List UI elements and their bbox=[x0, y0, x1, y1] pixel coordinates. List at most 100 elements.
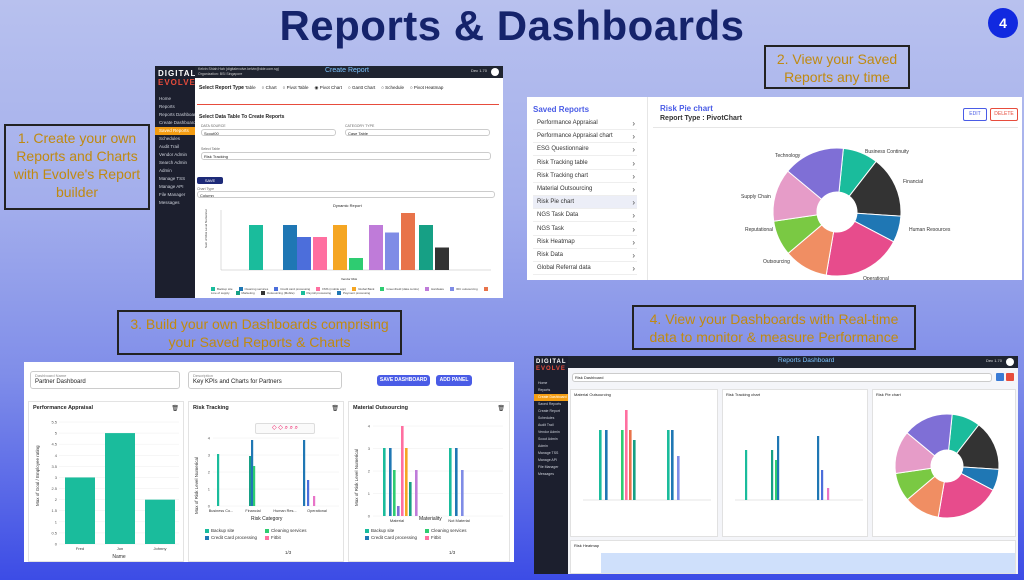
sidebar-item[interactable]: Messages bbox=[538, 472, 554, 476]
chart-type-select[interactable]: Column bbox=[197, 191, 495, 198]
trash-icon[interactable]: 🗑 bbox=[171, 406, 179, 412]
sidebar-item[interactable]: Create Dashboard bbox=[534, 394, 568, 401]
saved-report-item[interactable]: ESG Questionnaire › bbox=[533, 143, 637, 157]
sidebar-item[interactable]: Home bbox=[159, 96, 172, 101]
dashboard-select[interactable]: Risk Dashboard bbox=[572, 373, 992, 382]
performance-appraisal-chart: 5.5 5 4.5 4 3.5 3 2.5 2 1.5 1 0.5 0 Fred Jon Johnny Max… bbox=[35, 420, 179, 560]
trash-icon[interactable]: 🗑 bbox=[331, 406, 339, 412]
chevron-right-icon: › bbox=[632, 224, 635, 234]
bar bbox=[671, 430, 674, 500]
legend-item: Fitbit bbox=[425, 535, 441, 540]
sidebar-item[interactable]: Vendor Admin bbox=[159, 152, 188, 157]
saved-report-item[interactable]: Risk Tracking chart › bbox=[533, 170, 637, 183]
avatar[interactable] bbox=[1006, 358, 1014, 366]
sidebar-item[interactable]: Create Report bbox=[538, 409, 560, 413]
edit-button[interactable]: EDIT bbox=[963, 108, 987, 121]
saved-report-item[interactable]: Material Outsourcing › bbox=[533, 183, 637, 196]
sidebar-item[interactable]: Reports bbox=[159, 104, 175, 109]
sidebar-item[interactable]: Manage API bbox=[538, 458, 558, 462]
sidebar-item[interactable]: File Manager bbox=[159, 192, 186, 197]
pager[interactable]: 1/3 bbox=[449, 550, 456, 555]
saved-report-item[interactable]: Global Referral data › bbox=[533, 262, 637, 276]
chevron-right-icon: › bbox=[632, 237, 635, 247]
sidebar-item[interactable]: Schedules bbox=[159, 136, 181, 141]
add-panel-button[interactable]: ADD PANEL bbox=[436, 375, 472, 386]
sidebar-item[interactable]: Schedules bbox=[538, 416, 555, 420]
saved-reports-screenshot: Saved Reports Performance Appraisal › Perf… bbox=[527, 97, 1022, 280]
sidebar-item[interactable]: Home bbox=[538, 381, 548, 385]
bar bbox=[449, 448, 452, 516]
data-source-select[interactable]: Scout00 bbox=[201, 129, 336, 136]
callout-build-dashboards: 3. Build your own Dashboards comprising … bbox=[117, 310, 402, 355]
sidebar-item[interactable]: Messages bbox=[159, 200, 180, 205]
sidebar-item[interactable]: Manage TSS bbox=[159, 176, 186, 181]
sidebar-item[interactable]: Manage TSS bbox=[538, 451, 559, 455]
saved-report-item[interactable]: Risk Pie chart › bbox=[533, 196, 637, 210]
bar bbox=[419, 225, 433, 270]
bar bbox=[625, 410, 628, 500]
legend-item: IDC outsourcing bbox=[450, 287, 478, 292]
edit-icon[interactable] bbox=[996, 373, 1004, 381]
sidebar-item[interactable]: Audit Trail bbox=[538, 423, 554, 427]
report-type-radio[interactable]: ○ Chart bbox=[261, 85, 277, 90]
legend-label: Cleaning services bbox=[271, 528, 307, 533]
chevron-right-icon: › bbox=[632, 132, 635, 142]
bar bbox=[629, 430, 632, 500]
sidebar-item[interactable]: Audit Trail bbox=[159, 144, 180, 149]
sidebar-item[interactable]: Saved Reports bbox=[155, 127, 195, 135]
sidebar-item[interactable]: Create Dashboard bbox=[159, 120, 195, 125]
sidebar-item[interactable]: Admin bbox=[538, 444, 548, 448]
sidebar-item[interactable]: Reports Dashboard bbox=[159, 112, 195, 117]
sidebar-item[interactable]: Vendor Admin bbox=[538, 430, 560, 434]
sidebar-item[interactable]: Scout Admin bbox=[538, 437, 558, 441]
sidebar-item[interactable]: Manage API bbox=[159, 184, 184, 189]
bar bbox=[313, 496, 316, 506]
report-type-radio[interactable]: ○ Table bbox=[241, 85, 256, 90]
pie-label: Technology bbox=[775, 153, 801, 159]
callout-view-dashboards: 4. View your Dashboards with Real-time d… bbox=[632, 305, 916, 350]
report-type-radio[interactable]: ○ Pivot Heatmap bbox=[409, 85, 444, 90]
category-select[interactable]: Case Table bbox=[345, 129, 490, 136]
pager[interactable]: 1/3 bbox=[285, 550, 292, 555]
dashboard-name-field[interactable]: Dashboard Name Partner Dashboard bbox=[30, 371, 180, 389]
sidebar-item[interactable]: Admin bbox=[159, 168, 172, 173]
saved-report-label: Performance Appraisal bbox=[537, 120, 598, 126]
report-type-radio[interactable]: ○ Gantt Chart bbox=[347, 85, 376, 90]
save-report-button[interactable]: SAVE REPORT bbox=[197, 177, 223, 190]
chart-toolbar[interactable]: ◇ ◇ ⌕ ⌕ ⌕ bbox=[255, 423, 315, 434]
report-type-radio[interactable]: ◉ Pivot Chart bbox=[314, 85, 342, 90]
bar bbox=[307, 480, 310, 506]
y-tick-label: 4.5 bbox=[51, 442, 57, 447]
report-type-radio[interactable]: ○ Schedule bbox=[381, 85, 404, 90]
sidebar-item[interactable]: Saved Reports bbox=[538, 402, 562, 406]
description-field[interactable]: Description Key KPIs and Charts for Partn… bbox=[188, 371, 342, 389]
sidebar-item[interactable]: Reports bbox=[538, 388, 551, 392]
delete-button[interactable]: DELETE bbox=[990, 108, 1018, 121]
delete-icon[interactable] bbox=[1006, 373, 1014, 381]
pie-label: Supply Chain bbox=[741, 194, 771, 200]
page-header: Create Report bbox=[325, 67, 369, 74]
chevron-right-icon: › bbox=[632, 198, 635, 208]
report-type-radio[interactable]: ○ Pivot Table bbox=[282, 85, 309, 90]
chevron-right-icon: › bbox=[632, 264, 635, 274]
saved-report-item[interactable]: Risk Heatmap › bbox=[533, 236, 637, 249]
avatar[interactable] bbox=[491, 68, 499, 76]
select-table-select[interactable]: Risk Tracking bbox=[201, 152, 491, 160]
trash-icon[interactable]: 🗑 bbox=[497, 406, 505, 412]
sidebar-item[interactable]: File Manager bbox=[538, 465, 559, 469]
saved-report-item[interactable]: Risk Data › bbox=[533, 249, 637, 262]
saved-report-item[interactable]: NGS Task › bbox=[533, 223, 637, 236]
bar bbox=[303, 440, 306, 506]
legend-item: Line of supply bbox=[211, 287, 490, 295]
saved-report-item[interactable]: Performance Appraisal › bbox=[533, 117, 637, 130]
bar bbox=[253, 466, 256, 506]
saved-report-item[interactable]: NGS Task Data › bbox=[533, 209, 637, 223]
save-dashboard-button[interactable]: SAVE DASHBOARD bbox=[377, 375, 430, 386]
create-report-screenshot: DIGITAL EVOLVE Home Reports Reports Dashbo… bbox=[155, 66, 503, 298]
sidebar-item[interactable]: Search Admin bbox=[159, 160, 188, 165]
legend-item: Payment processing bbox=[337, 291, 370, 296]
saved-report-label: Performance Appraisal chart bbox=[537, 133, 613, 140]
saved-report-item[interactable]: Performance Appraisal chart › bbox=[533, 130, 637, 144]
saved-report-item[interactable]: Risk Tracking table › bbox=[533, 157, 637, 170]
